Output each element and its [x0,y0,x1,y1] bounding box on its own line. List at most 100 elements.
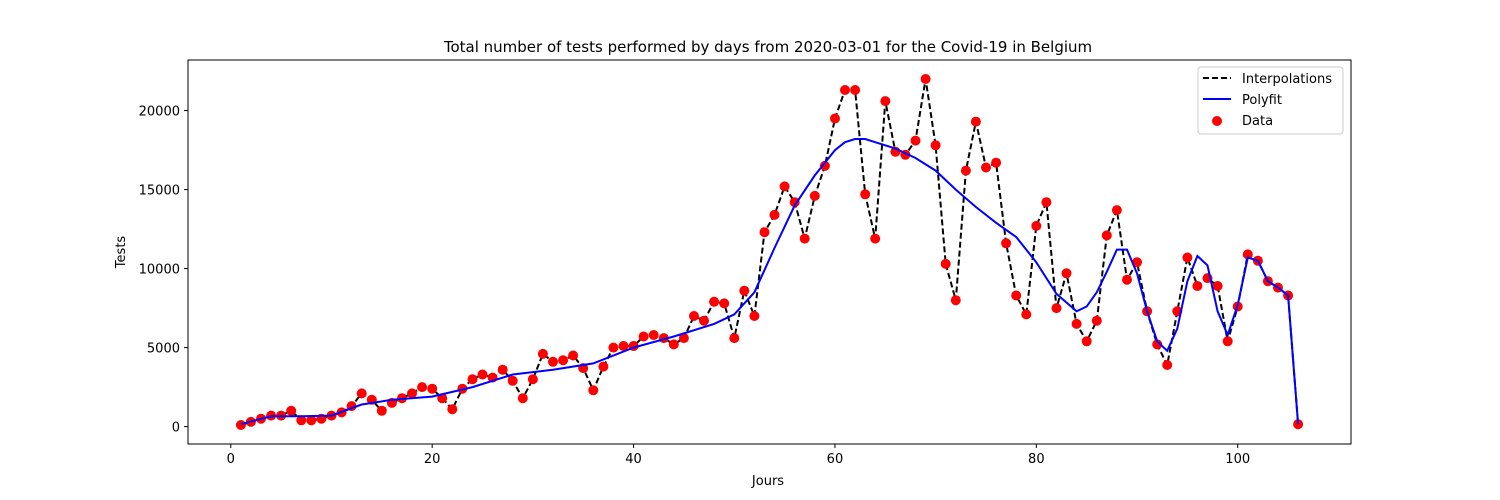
x-axis-label: Jours [751,474,784,489]
data-point [769,209,780,220]
legend-interpolations-label: Interpolations [1242,72,1332,87]
plot-content [235,74,1304,430]
data-point [699,315,709,326]
data-point [930,140,941,151]
data-point [940,258,951,269]
data-point [850,85,861,95]
data-point [1041,197,1052,208]
data-point [1031,220,1042,231]
data-point [427,383,438,394]
data-point [981,162,991,173]
data-point [497,364,508,375]
data-point [588,385,599,396]
data-point [306,415,317,426]
data-point [860,189,871,200]
data-point [1071,318,1082,329]
data-point [1152,339,1163,350]
y-tick-label: 5000 [147,342,180,357]
data-point [548,356,558,367]
data-point [840,85,850,95]
data-point [960,165,971,176]
polyfit-line [240,138,1300,426]
data-point [1051,303,1062,314]
data-point [1011,290,1022,301]
data-point [799,233,810,244]
x-tick-label: 0 [227,452,235,467]
data-point [830,113,840,124]
x-tick-label: 60 [827,452,844,467]
data-point [407,388,417,399]
y-axis-label: Tests [114,236,129,270]
data-point [819,160,830,171]
data-point [1182,252,1193,263]
chart-title: Total number of tests performed by days … [443,38,1092,56]
data-point [880,96,891,107]
data-point [517,393,528,404]
data-point [608,342,619,353]
data-point [1061,268,1072,279]
data-point [991,157,1002,168]
data-point [467,374,478,385]
y-tick-label: 10000 [139,263,180,278]
data-point [749,311,760,321]
data-point [1192,281,1203,291]
data-point [689,311,699,321]
y-tick-label: 20000 [139,105,180,120]
data-point [729,333,740,344]
data-point [558,355,569,366]
legend-box [1197,66,1344,135]
data-point [1001,238,1012,249]
data-point [950,295,961,306]
legend: Interpolations Polyfit Data [1197,66,1344,135]
data-point [527,374,538,385]
legend-data-label: Data [1242,114,1273,129]
data-point [910,135,921,146]
data-point [356,388,367,399]
data-point [739,285,750,296]
data-point [789,197,800,208]
data-point [920,74,931,84]
y-tick-label: 0 [172,421,180,436]
data-point [598,361,609,372]
data-point [1212,281,1223,291]
legend-polyfit-label: Polyfit [1242,93,1282,108]
data-point [870,233,881,244]
x-tick-label: 20 [424,452,441,467]
data-point [507,375,518,386]
data-point [719,298,730,309]
data-point [235,420,246,430]
y-tick-label: 15000 [139,184,180,199]
legend-data-marker [1212,116,1222,126]
plot-frame [187,59,1352,445]
data-point [809,190,820,201]
data-point [648,330,659,340]
data-point [1122,274,1132,285]
x-tick-label: 80 [1028,452,1045,467]
y-axis: 0 5000 10000 15000 20000 [139,105,188,436]
data-point [668,339,679,350]
x-tick-label: 40 [625,452,642,467]
data-point [447,404,458,415]
data-point [477,369,488,380]
x-axis: 0 20 40 60 80 100 [227,444,1250,467]
data-point [376,405,387,416]
data-point [1132,257,1142,268]
data-point [618,341,629,351]
data-point [1111,205,1122,216]
data-point [286,405,297,416]
data-point [1081,336,1092,347]
data-point [709,296,720,307]
data-point [970,116,981,127]
data-point [779,181,790,192]
data-point [417,382,428,393]
data-point [678,333,689,344]
x-tick-label: 100 [1225,452,1250,467]
data-point [1021,309,1032,320]
data-point [1242,249,1253,260]
data-point [638,331,649,342]
data-point [1222,336,1233,347]
data-point [568,350,579,361]
data-point [759,227,770,238]
data-point [537,348,548,359]
data-point [1101,230,1112,241]
